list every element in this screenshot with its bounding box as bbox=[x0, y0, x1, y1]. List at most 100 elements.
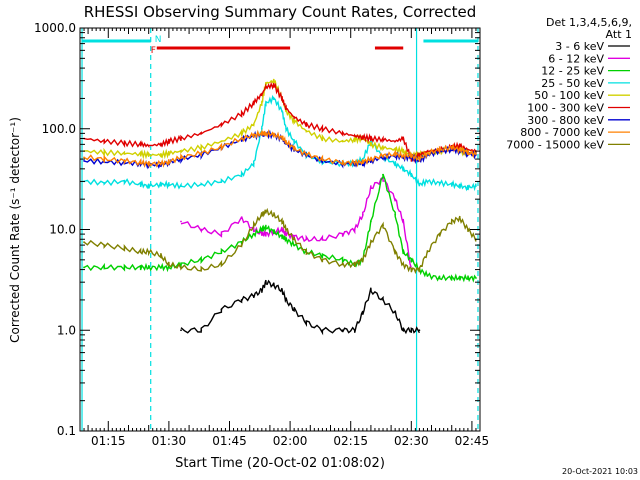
series-point bbox=[466, 186, 469, 189]
legend-label: 50 - 100 keV bbox=[534, 89, 604, 102]
series-point bbox=[180, 150, 182, 153]
series-point bbox=[252, 134, 255, 137]
series-point bbox=[264, 210, 267, 213]
series-line bbox=[180, 176, 412, 268]
series-point bbox=[418, 268, 421, 271]
x-tick-label: 02:30 bbox=[394, 434, 429, 448]
series-point bbox=[450, 183, 453, 186]
series-point bbox=[159, 266, 162, 269]
series-point bbox=[402, 167, 405, 170]
series-point bbox=[180, 137, 182, 140]
series-point bbox=[438, 233, 441, 236]
series-point bbox=[321, 254, 324, 257]
series-point bbox=[305, 321, 308, 324]
series-2 bbox=[83, 173, 477, 283]
legend-label: 800 - 7000 keV bbox=[520, 126, 604, 139]
series-point bbox=[220, 180, 223, 183]
series-point bbox=[370, 289, 372, 292]
x-axis-label: Start Time (20-Oct-02 01:08:02) bbox=[175, 456, 385, 471]
series-point bbox=[466, 228, 469, 231]
series-point bbox=[139, 143, 142, 146]
series-point bbox=[264, 102, 267, 104]
series-point bbox=[475, 185, 477, 187]
series-point bbox=[159, 162, 162, 165]
series-point bbox=[281, 228, 283, 231]
series-point bbox=[252, 228, 255, 231]
series-point bbox=[264, 132, 267, 135]
series-point bbox=[273, 230, 275, 233]
y-tick-label: 1.0 bbox=[57, 323, 76, 337]
x-tick-label: 01:45 bbox=[212, 434, 247, 448]
series-point bbox=[426, 250, 429, 253]
series-point bbox=[353, 228, 356, 231]
series-point bbox=[341, 233, 344, 236]
series-point bbox=[394, 198, 397, 201]
series-point bbox=[285, 238, 287, 241]
series-point bbox=[167, 266, 170, 269]
series-point bbox=[180, 263, 182, 266]
series-point bbox=[220, 250, 223, 253]
series-point bbox=[353, 263, 356, 266]
series-point bbox=[167, 152, 170, 155]
series-point bbox=[402, 150, 405, 153]
y-axis-label: Corrected Count Rate (s⁻¹ detector⁻¹) bbox=[8, 117, 22, 343]
series-point bbox=[260, 127, 263, 130]
legend-label: 25 - 50 keV bbox=[541, 77, 604, 90]
series-point bbox=[147, 185, 150, 187]
series-point bbox=[361, 258, 364, 261]
series-5 bbox=[83, 81, 477, 163]
series-point bbox=[273, 97, 275, 100]
series-point bbox=[353, 138, 356, 141]
series-point bbox=[159, 183, 162, 186]
series-point bbox=[426, 150, 429, 153]
series-point bbox=[273, 79, 275, 82]
series-point bbox=[402, 250, 405, 253]
series-point bbox=[180, 220, 182, 223]
legend-header-line-2: Att 1 bbox=[606, 28, 632, 41]
series-point bbox=[180, 266, 182, 269]
series-line bbox=[83, 81, 477, 163]
night-flag-label: N bbox=[155, 35, 162, 45]
series-point bbox=[252, 162, 255, 165]
series-point bbox=[410, 268, 413, 271]
series-point bbox=[475, 153, 477, 156]
series-point bbox=[394, 250, 397, 253]
series-point bbox=[418, 183, 421, 186]
series-point bbox=[103, 182, 106, 184]
series-point bbox=[281, 97, 283, 100]
series-point bbox=[252, 224, 255, 227]
series-point bbox=[293, 308, 296, 311]
series-point bbox=[147, 162, 150, 165]
series-point bbox=[273, 284, 275, 287]
flare-flag-label: F bbox=[151, 46, 156, 56]
series-point bbox=[341, 263, 344, 266]
series-point bbox=[370, 186, 372, 189]
series-point bbox=[285, 110, 287, 112]
series-point bbox=[466, 151, 469, 154]
series-point bbox=[220, 308, 223, 311]
series-point bbox=[281, 110, 283, 112]
y-tick-label: 100.0 bbox=[42, 122, 76, 136]
series-point bbox=[83, 266, 85, 269]
series-point bbox=[305, 238, 308, 241]
series-line bbox=[83, 207, 477, 275]
series-point bbox=[103, 158, 106, 160]
series-point bbox=[264, 86, 267, 88]
legend-label: 100 - 300 keV bbox=[527, 102, 604, 115]
series-point bbox=[361, 311, 364, 314]
series-point bbox=[123, 152, 126, 155]
series-point bbox=[382, 224, 384, 227]
series-point bbox=[240, 173, 243, 176]
series-point bbox=[382, 146, 384, 149]
series-point bbox=[341, 140, 344, 143]
series-point bbox=[410, 154, 413, 157]
series-point bbox=[139, 161, 142, 164]
series-point bbox=[418, 154, 421, 156]
series-point bbox=[341, 161, 344, 164]
series-point bbox=[293, 147, 296, 150]
series-point bbox=[438, 148, 441, 151]
series-point bbox=[200, 258, 203, 261]
series-1 bbox=[180, 176, 413, 271]
series-point bbox=[361, 213, 364, 216]
series-point bbox=[370, 137, 372, 140]
